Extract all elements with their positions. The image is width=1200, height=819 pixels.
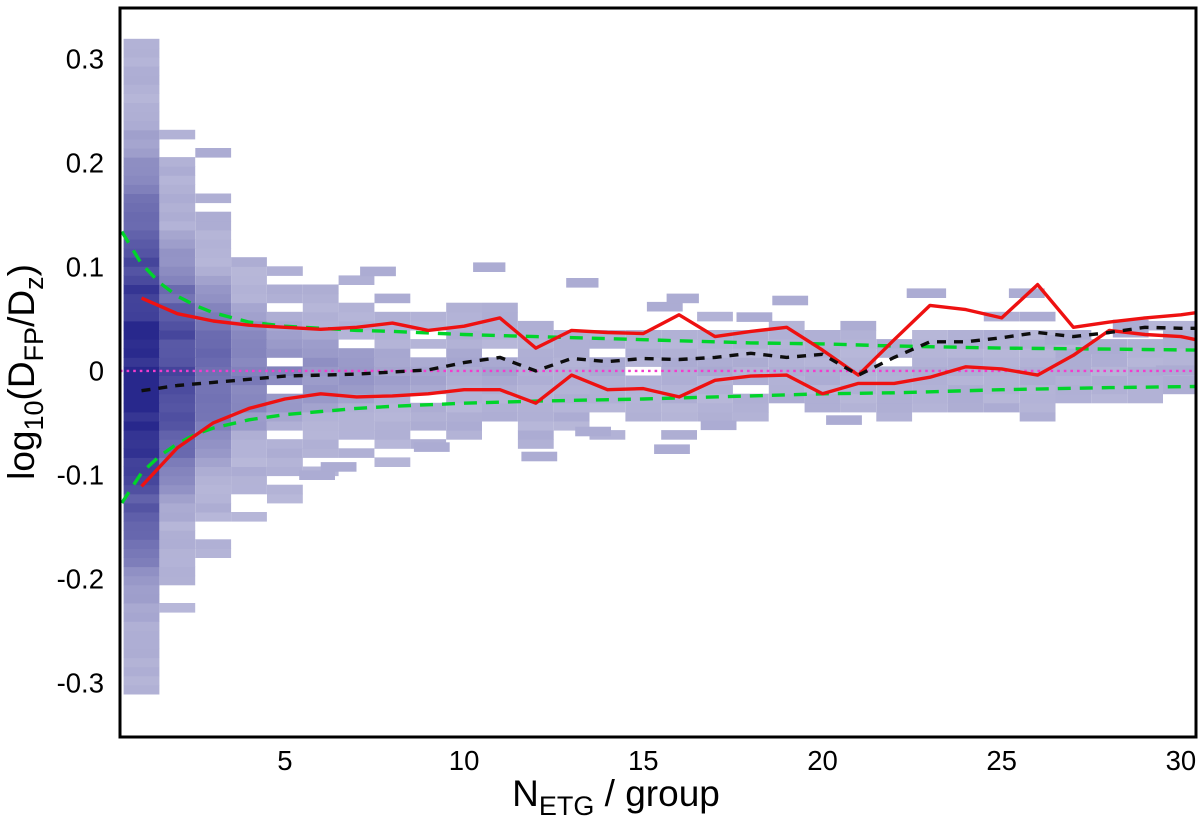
x-tick-label: 5 <box>277 745 292 776</box>
heatmap-outlier-cells <box>299 262 1195 480</box>
model-lower-green-line <box>120 384 1197 504</box>
x-tick-label: 30 <box>1166 745 1197 776</box>
x-tick-label: 20 <box>807 745 838 776</box>
y-axis-label: log10(DFP/Dz) <box>1 264 49 480</box>
y-tick-labels: 0.3 0.2 0.1 0 -0.1 -0.2 -0.3 <box>57 44 104 699</box>
x-tick-label: 15 <box>628 745 659 776</box>
scatter-upper-red-line <box>140 282 1197 377</box>
model-upper-green-line <box>120 230 1197 352</box>
x-axis-label: NETG / group <box>512 773 720 819</box>
y-tick-label: -0.1 <box>57 459 104 490</box>
x-tick-labels: 5 10 15 20 25 30 <box>277 745 1196 776</box>
y-tick-label: -0.2 <box>57 563 104 594</box>
plot-frame <box>118 6 1198 739</box>
x-tick-label: 25 <box>986 745 1017 776</box>
heatmap-cells <box>123 38 1195 695</box>
y-tick-label: 0.1 <box>66 251 104 282</box>
median-black-line <box>141 325 1196 393</box>
y-tick-label: 0.2 <box>66 148 104 179</box>
x-tick-label: 10 <box>449 745 480 776</box>
y-tick-label: 0 <box>89 355 104 386</box>
scatter-lower-red-line <box>140 328 1197 488</box>
y-tick-label: -0.3 <box>57 667 104 698</box>
y-tick-label: 0.3 <box>66 44 104 75</box>
